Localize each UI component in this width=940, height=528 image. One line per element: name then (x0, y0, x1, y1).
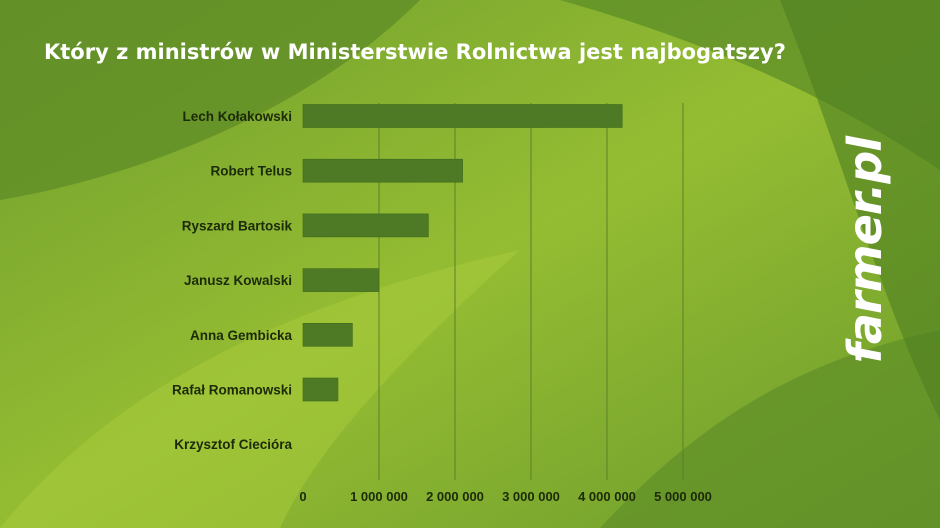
category-label: Ryszard Bartosik (182, 218, 293, 233)
category-label: Janusz Kowalski (184, 273, 292, 288)
category-label: Anna Gembicka (190, 328, 293, 343)
logo-text: farmer.pl (838, 136, 892, 364)
bar (302, 268, 380, 292)
x-tick-label: 0 (299, 489, 306, 504)
x-tick-label: 5 000 000 (654, 489, 712, 504)
bar (302, 158, 463, 183)
category-labels: Lech Kołakowski Robert Telus Ryszard Barto… (172, 109, 293, 452)
x-axis-tick-labels: 0 1 000 000 2 000 000 3 000 000 4 000 000 5 0… (299, 489, 712, 504)
chart-title: Który z ministrów w Ministerstwie Rolnic… (44, 40, 786, 64)
farmer-logo: farmer.pl (815, 100, 915, 400)
category-label: Rafał Romanowski (172, 383, 292, 398)
x-tick-label: 3 000 000 (502, 489, 560, 504)
bars (302, 104, 623, 402)
x-tick-label: 4 000 000 (578, 489, 636, 504)
category-label: Lech Kołakowski (182, 109, 292, 124)
bar (302, 104, 623, 128)
category-label: Krzysztof Ciecióra (174, 437, 292, 452)
category-label: Robert Telus (210, 164, 292, 179)
bar (302, 213, 429, 238)
x-tick-label: 2 000 000 (426, 489, 484, 504)
bar (302, 322, 353, 347)
bar (302, 377, 339, 402)
x-tick-label: 1 000 000 (350, 489, 408, 504)
